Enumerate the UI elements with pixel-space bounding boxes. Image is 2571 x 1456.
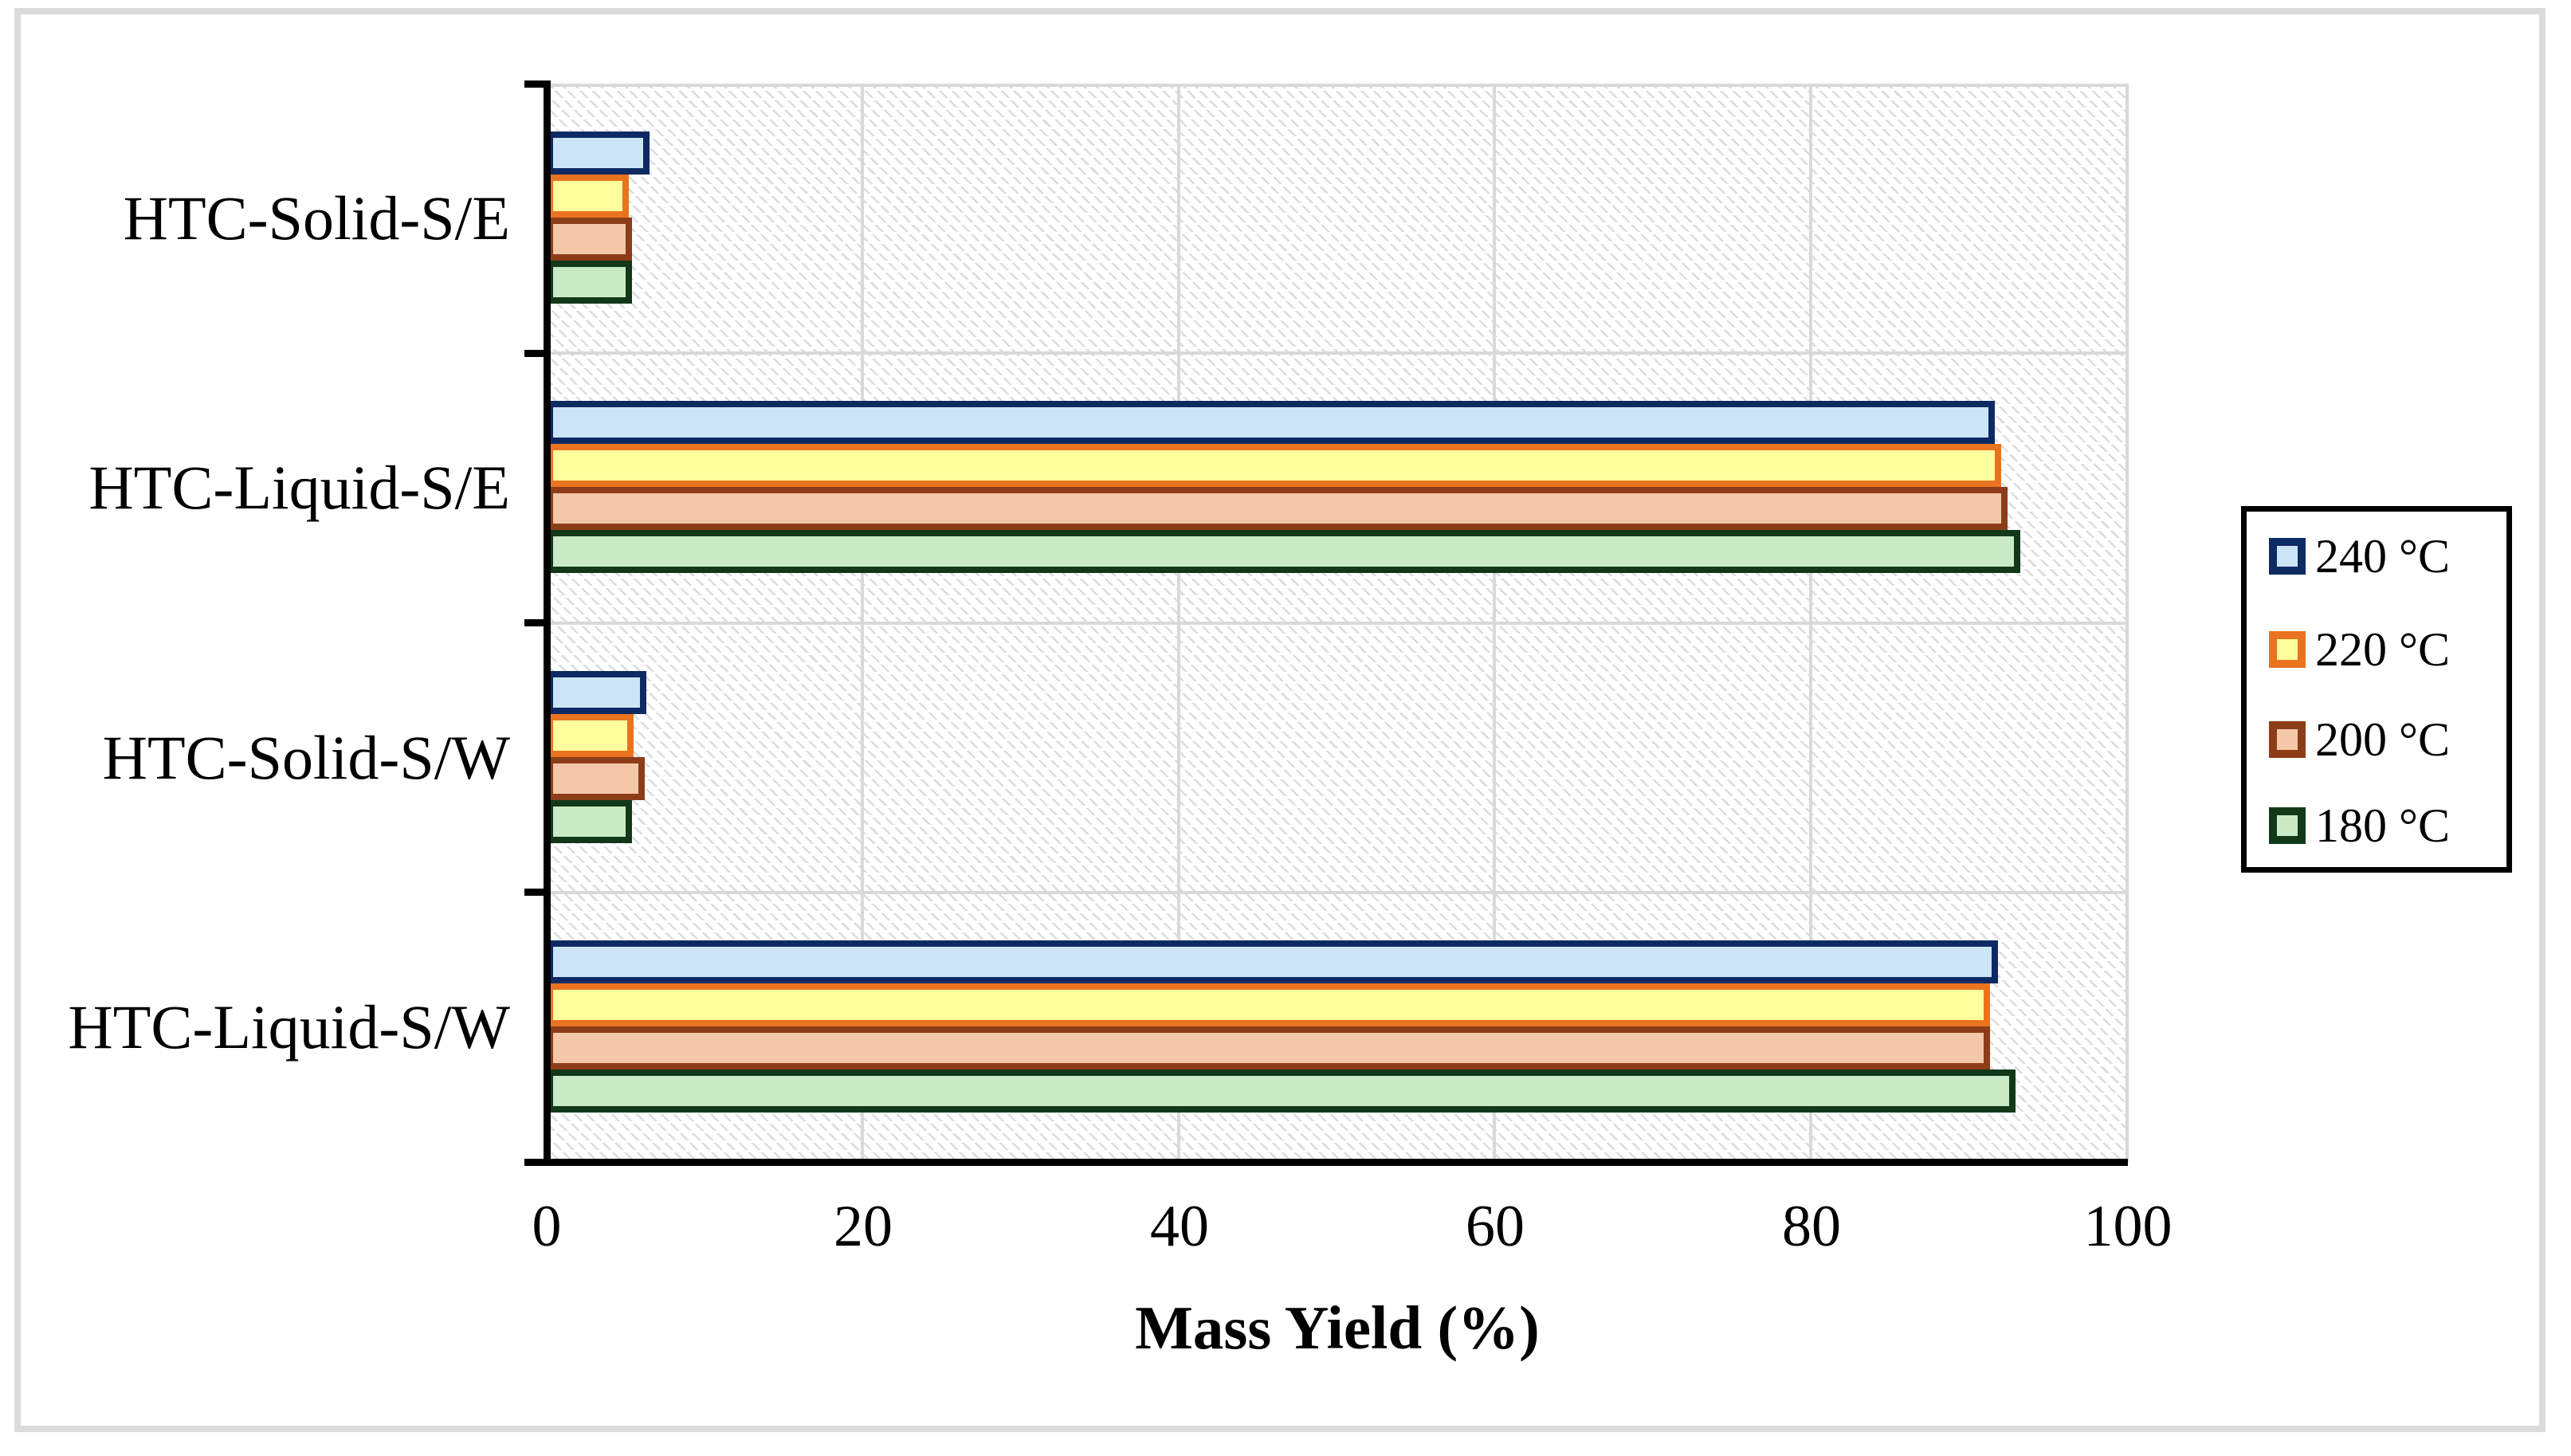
category-label: HTC-Liquid-S/E xyxy=(88,453,510,522)
bar-htc-solid-s-w-180c xyxy=(547,800,632,843)
bar-htc-liquid-s-e-240c xyxy=(547,401,1995,444)
x-axis-title: Mass Yield (%) xyxy=(1135,1293,1540,1362)
legend-label: 240 °C xyxy=(2315,530,2451,583)
bar-htc-solid-s-e-240c xyxy=(547,131,650,175)
figure-frame xyxy=(14,8,2545,1432)
legend-label: 200 °C xyxy=(2315,713,2451,766)
y-axis-tick xyxy=(524,350,547,357)
x-tick-label: 60 xyxy=(1466,1194,1525,1259)
legend-item: 180 °C xyxy=(2269,802,2450,850)
bar-htc-liquid-s-e-220c xyxy=(547,444,2001,487)
x-tick-label: 100 xyxy=(2083,1194,2173,1259)
legend-label: 220 °C xyxy=(2315,623,2451,676)
legend-label: 180 °C xyxy=(2315,799,2451,852)
gridline-horizontal xyxy=(547,622,2128,625)
x-tick-label: 0 xyxy=(532,1194,562,1259)
y-axis-tick xyxy=(524,619,547,626)
bar-htc-solid-s-e-220c xyxy=(547,175,629,218)
x-axis-line xyxy=(528,1159,2128,1166)
gridline-horizontal xyxy=(547,84,2128,87)
bar-htc-liquid-s-e-200c xyxy=(547,487,2008,530)
legend-item: 200 °C xyxy=(2269,716,2450,763)
category-label: HTC-Liquid-S/W xyxy=(68,992,510,1062)
category-label: HTC-Solid-S/E xyxy=(123,183,510,253)
bar-htc-solid-s-w-200c xyxy=(547,757,645,800)
legend-swatch-icon xyxy=(2269,807,2306,844)
bar-htc-liquid-s-e-180c xyxy=(547,530,2020,573)
legend-swatch-icon xyxy=(2269,631,2306,668)
bar-htc-liquid-s-w-220c xyxy=(547,983,1990,1026)
gridline-horizontal xyxy=(547,351,2128,355)
bar-htc-solid-s-e-180c xyxy=(547,261,632,304)
y-axis-tick xyxy=(524,80,547,88)
legend: 240 °C 220 °C 200 °C 180 °C xyxy=(2241,506,2512,873)
legend-item: 240 °C xyxy=(2269,532,2450,580)
gridline-horizontal xyxy=(547,891,2128,894)
y-axis-line xyxy=(544,80,551,1165)
bar-htc-solid-s-w-240c xyxy=(547,671,646,714)
legend-item: 220 °C xyxy=(2269,626,2450,673)
bar-htc-liquid-s-w-180c xyxy=(547,1069,2016,1113)
x-tick-label: 20 xyxy=(834,1194,893,1259)
legend-swatch-icon xyxy=(2269,721,2306,758)
bar-htc-solid-s-w-220c xyxy=(547,714,634,757)
bar-htc-solid-s-e-200c xyxy=(547,218,632,261)
x-tick-label: 40 xyxy=(1150,1194,1209,1259)
category-label: HTC-Solid-S/W xyxy=(102,723,510,792)
y-axis-tick xyxy=(524,889,547,896)
bar-htc-liquid-s-w-240c xyxy=(547,940,1998,983)
bar-htc-liquid-s-w-200c xyxy=(547,1026,1990,1069)
plot-area xyxy=(547,84,2129,1162)
legend-swatch-icon xyxy=(2269,538,2306,575)
x-tick-label: 80 xyxy=(1782,1194,1841,1259)
y-axis-tick xyxy=(524,1159,547,1166)
